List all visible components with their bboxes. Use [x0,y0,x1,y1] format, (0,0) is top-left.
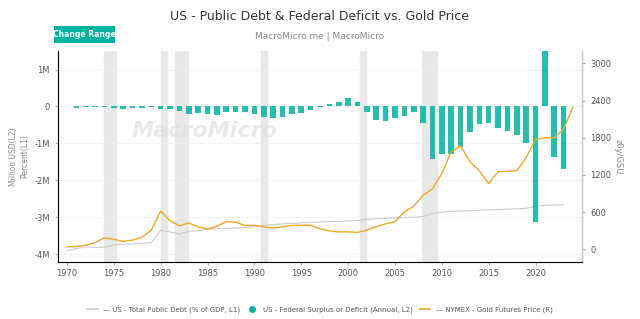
Bar [111,107,116,108]
Bar [223,107,229,112]
Y-axis label: Million USD(L2)
Percent(L1): Million USD(L2) Percent(L1) [10,127,29,186]
Text: US - Public Debt & Federal Deficit vs. Gold Price: US - Public Debt & Federal Deficit vs. G… [170,10,470,23]
Bar [411,107,417,112]
Bar [242,107,248,112]
Bar [383,107,388,121]
Bar [364,107,370,112]
Bar [422,51,437,262]
Text: Change Range: Change Range [54,30,116,39]
Bar [346,98,351,107]
Bar [280,107,285,117]
Bar [336,102,342,107]
Bar [326,104,332,107]
Bar [233,107,239,112]
Bar [401,107,407,115]
Bar [214,107,220,115]
Bar [486,107,492,123]
Bar [186,107,191,114]
Bar [532,107,538,222]
Bar [467,107,473,131]
Bar [130,107,136,108]
Bar [495,107,501,128]
Bar [177,107,182,111]
Bar [252,107,257,114]
Bar [120,107,126,109]
Bar [195,107,201,114]
Y-axis label: z0y/GSU: z0y/GSU [613,139,622,174]
Bar [139,107,145,108]
Bar [524,107,529,143]
Text: MacroMicro.me | MacroMicro: MacroMicro.me | MacroMicro [255,32,385,41]
Bar [308,107,314,110]
Bar [392,107,398,118]
Bar [552,107,557,157]
Bar [561,107,566,169]
Bar [104,51,116,262]
Bar [289,107,294,114]
Bar [420,107,426,123]
Bar [261,107,267,117]
Bar [261,51,267,262]
Text: MacroMicro: MacroMicro [132,121,278,141]
Bar [355,102,360,107]
Legend: — US - Total Public Debt (% of GDP, L1), US - Federal Surplus or Deficit (Annual: — US - Total Public Debt (% of GDP, L1),… [84,303,556,315]
Bar [270,107,276,118]
Bar [161,51,167,262]
Bar [298,107,304,113]
Bar [458,107,463,147]
Bar [449,107,454,154]
Bar [514,107,520,135]
Bar [542,4,548,107]
Bar [148,107,154,108]
Bar [175,51,188,262]
Bar [504,107,510,131]
Bar [158,107,163,109]
Bar [74,107,79,108]
Bar [373,107,379,120]
Bar [360,51,366,262]
Bar [83,107,88,108]
Bar [205,107,211,115]
Bar [439,107,445,154]
Bar [429,107,435,159]
Bar [477,107,482,124]
Text: Zoom: Zoom [63,26,89,35]
Bar [167,107,173,109]
